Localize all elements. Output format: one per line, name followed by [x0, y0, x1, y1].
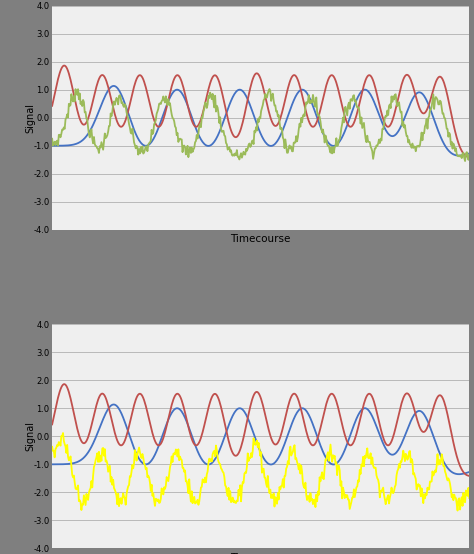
Y-axis label: Signal: Signal: [25, 102, 36, 133]
X-axis label: Timecourse: Timecourse: [230, 553, 291, 554]
Y-axis label: Signal: Signal: [25, 421, 36, 452]
X-axis label: Timecourse: Timecourse: [230, 234, 291, 244]
